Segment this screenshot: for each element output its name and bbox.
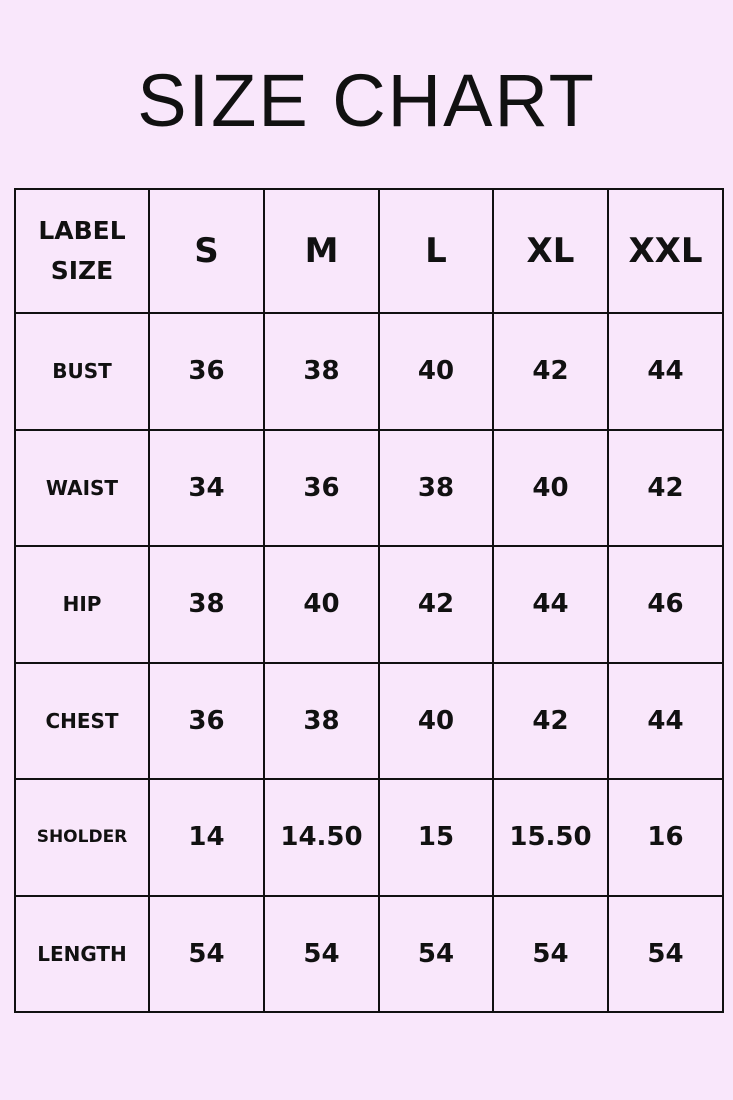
table-cell: 36	[148, 661, 265, 780]
corner-label: LABEL	[38, 216, 126, 245]
table-cell: 54	[263, 894, 380, 1013]
table-cell: 44	[607, 312, 724, 431]
table-cell: 38	[148, 545, 265, 664]
row-label: HIP	[14, 545, 150, 664]
corner-header-cell: LABEL SIZE	[14, 188, 150, 314]
table-cell: 40	[492, 428, 609, 547]
header-row: LABEL SIZE S M L XL XXL	[14, 188, 724, 314]
table-cell: 46	[607, 545, 724, 664]
table-cell: 38	[263, 312, 380, 431]
table-cell: 44	[492, 545, 609, 664]
corner-size: SIZE	[50, 256, 114, 285]
row-label: WAIST	[14, 428, 150, 547]
table-cell: 15.50	[492, 778, 609, 897]
table-cell: 40	[263, 545, 380, 664]
table-cell: 42	[378, 545, 494, 664]
table-cell: 42	[492, 312, 609, 431]
table-cell: 42	[607, 428, 724, 547]
size-header-xxl: XXL	[607, 188, 724, 314]
table-cell: 54	[607, 894, 724, 1013]
table-cell: 54	[148, 894, 265, 1013]
table-cell: 40	[378, 661, 494, 780]
table-row: BUST 36 38 40 42 44	[14, 312, 724, 431]
table-cell: 14.50	[263, 778, 380, 897]
page-title: SIZE CHART	[137, 59, 596, 142]
size-header-s: S	[148, 188, 265, 314]
table-row: WAIST 34 36 38 40 42	[14, 428, 724, 547]
table-cell: 54	[378, 894, 494, 1013]
table-row: HIP 38 40 42 44 46	[14, 545, 724, 664]
size-header-xl: XL	[492, 188, 609, 314]
table-cell: 34	[148, 428, 265, 547]
size-chart-table: LABEL SIZE S M L XL XXL BUST 36 38 40 42 44 WA…	[14, 188, 724, 1013]
table-cell: 36	[263, 428, 380, 547]
table-cell: 15	[378, 778, 494, 897]
table-cell: 54	[492, 894, 609, 1013]
table-row: LENGTH 54 54 54 54 54	[14, 894, 724, 1013]
table-cell: 44	[607, 661, 724, 780]
table-cell: 14	[148, 778, 265, 897]
table-cell: 38	[263, 661, 380, 780]
table-row: CHEST 36 38 40 42 44	[14, 661, 724, 780]
row-label: LENGTH	[14, 894, 150, 1013]
row-label: SHOLDER	[14, 778, 150, 897]
table-cell: 16	[607, 778, 724, 897]
table-cell: 36	[148, 312, 265, 431]
table-cell: 42	[492, 661, 609, 780]
row-label: CHEST	[14, 661, 150, 780]
table-row: SHOLDER 14 14.50 15 15.50 16	[14, 778, 724, 897]
table-cell: 38	[378, 428, 494, 547]
row-label: BUST	[14, 312, 150, 431]
size-header-l: L	[378, 188, 494, 314]
size-header-m: M	[263, 188, 380, 314]
table-cell: 40	[378, 312, 494, 431]
